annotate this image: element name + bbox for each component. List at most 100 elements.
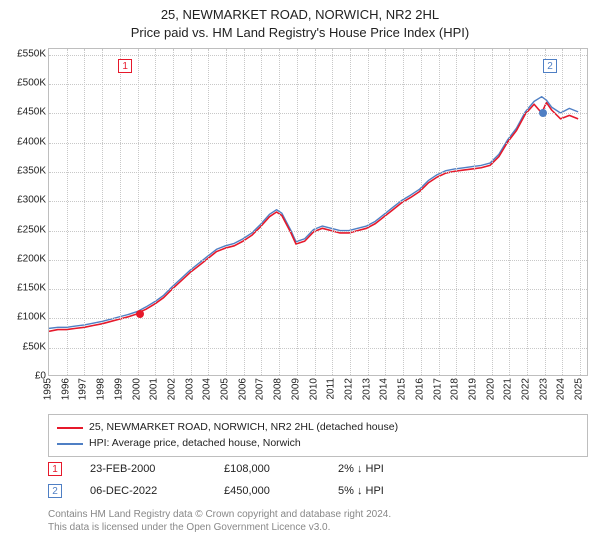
gridline-h <box>49 289 587 290</box>
gridline-h <box>49 231 587 232</box>
gridline-v <box>527 49 528 375</box>
gridline-v <box>315 49 316 375</box>
y-tick-label: £500K <box>6 78 46 89</box>
y-tick-label: £550K <box>6 48 46 59</box>
x-tick-label: 2000 <box>131 378 142 400</box>
sales-row-delta: 2% ↓ HPI <box>338 463 398 475</box>
x-tick-label: 2023 <box>538 378 549 400</box>
x-tick-label: 1996 <box>60 378 71 400</box>
gridline-v <box>155 49 156 375</box>
gridline-h <box>49 113 587 114</box>
y-tick-label: £150K <box>6 283 46 294</box>
gridline-v <box>492 49 493 375</box>
gridline-h <box>49 318 587 319</box>
series-line <box>49 103 578 332</box>
gridline-h <box>49 55 587 56</box>
gridline-v <box>191 49 192 375</box>
gridline-h <box>49 84 587 85</box>
legend-label: 25, NEWMARKET ROAD, NORWICH, NR2 2HL (de… <box>89 420 398 436</box>
sale-marker-box: 2 <box>543 59 557 73</box>
legend-swatch <box>57 427 83 429</box>
gridline-h <box>49 143 587 144</box>
x-tick-label: 2019 <box>467 378 478 400</box>
gridline-v <box>279 49 280 375</box>
gridline-v <box>350 49 351 375</box>
gridline-v <box>368 49 369 375</box>
x-tick-label: 2004 <box>202 378 213 400</box>
x-tick-label: 2007 <box>255 378 266 400</box>
x-tick-label: 2017 <box>432 378 443 400</box>
y-tick-label: £250K <box>6 224 46 235</box>
legend-item: HPI: Average price, detached house, Norw… <box>57 436 579 452</box>
chart-container: 25, NEWMARKET ROAD, NORWICH, NR2 2HL Pri… <box>0 0 600 560</box>
x-tick-label: 2009 <box>290 378 301 400</box>
gridline-v <box>456 49 457 375</box>
gridline-v <box>244 49 245 375</box>
attribution-line-1: Contains HM Land Registry data © Crown c… <box>48 508 588 521</box>
gridline-v <box>439 49 440 375</box>
x-tick-label: 2021 <box>503 378 514 400</box>
gridline-v <box>120 49 121 375</box>
gridline-v <box>562 49 563 375</box>
x-tick-label: 2024 <box>556 378 567 400</box>
gridline-v <box>421 49 422 375</box>
sales-row: 206-DEC-2022£450,0005% ↓ HPI <box>48 480 588 502</box>
sales-row-marker: 1 <box>48 462 62 476</box>
sales-row-date: 23-FEB-2000 <box>90 463 200 475</box>
y-tick-label: £300K <box>6 195 46 206</box>
gridline-h <box>49 348 587 349</box>
x-tick-label: 2005 <box>220 378 231 400</box>
x-tick-label: 2013 <box>361 378 372 400</box>
x-tick-label: 2011 <box>326 378 337 400</box>
x-tick-label: 2012 <box>343 378 354 400</box>
gridline-v <box>138 49 139 375</box>
plot-area: 12 <box>48 48 588 376</box>
gridline-v <box>261 49 262 375</box>
x-tick-label: 1995 <box>43 378 54 400</box>
gridline-v <box>509 49 510 375</box>
line-canvas <box>49 49 587 375</box>
sale-marker-box: 1 <box>118 59 132 73</box>
x-tick-label: 2018 <box>450 378 461 400</box>
x-tick-label: 2001 <box>149 378 160 400</box>
sales-row-delta: 5% ↓ HPI <box>338 485 398 497</box>
gridline-v <box>332 49 333 375</box>
gridline-v <box>403 49 404 375</box>
gridline-h <box>49 260 587 261</box>
gridline-v <box>580 49 581 375</box>
x-tick-label: 2022 <box>521 378 532 400</box>
sale-marker-dot <box>539 109 547 117</box>
y-tick-label: £100K <box>6 312 46 323</box>
gridline-v <box>297 49 298 375</box>
legend-item: 25, NEWMARKET ROAD, NORWICH, NR2 2HL (de… <box>57 420 579 436</box>
gridline-h <box>49 201 587 202</box>
gridline-v <box>545 49 546 375</box>
gridline-v <box>84 49 85 375</box>
sales-row-price: £108,000 <box>224 463 314 475</box>
sales-table: 1 23-FEB-2000 £108,000 2% ↓ HPI 206-DEC-2022… <box>48 458 588 502</box>
sale-marker-dot <box>136 310 144 318</box>
gridline-v <box>474 49 475 375</box>
chart-area: 12 £0£50K£100K£150K£200K£250K£300K£350K£… <box>0 44 600 404</box>
x-tick-label: 2008 <box>273 378 284 400</box>
y-tick-label: £450K <box>6 107 46 118</box>
x-tick-label: 2010 <box>308 378 319 400</box>
legend-box: 25, NEWMARKET ROAD, NORWICH, NR2 2HL (de… <box>48 414 588 457</box>
gridline-v <box>208 49 209 375</box>
y-tick-label: £400K <box>6 136 46 147</box>
x-tick-label: 1998 <box>96 378 107 400</box>
gridline-v <box>67 49 68 375</box>
sales-row-marker: 2 <box>48 484 62 498</box>
attribution-line-2: This data is licensed under the Open Gov… <box>48 521 588 534</box>
gridline-v <box>173 49 174 375</box>
gridline-v <box>385 49 386 375</box>
chart-title: 25, NEWMARKET ROAD, NORWICH, NR2 2HL Pri… <box>0 0 600 41</box>
x-tick-label: 2014 <box>379 378 390 400</box>
gridline-v <box>226 49 227 375</box>
x-tick-label: 2003 <box>184 378 195 400</box>
legend-label: HPI: Average price, detached house, Norw… <box>89 436 301 452</box>
y-tick-label: £350K <box>6 166 46 177</box>
sales-row: 1 23-FEB-2000 £108,000 2% ↓ HPI <box>48 458 588 480</box>
title-line-1: 25, NEWMARKET ROAD, NORWICH, NR2 2HL <box>0 6 600 24</box>
attribution: Contains HM Land Registry data © Crown c… <box>48 508 588 534</box>
